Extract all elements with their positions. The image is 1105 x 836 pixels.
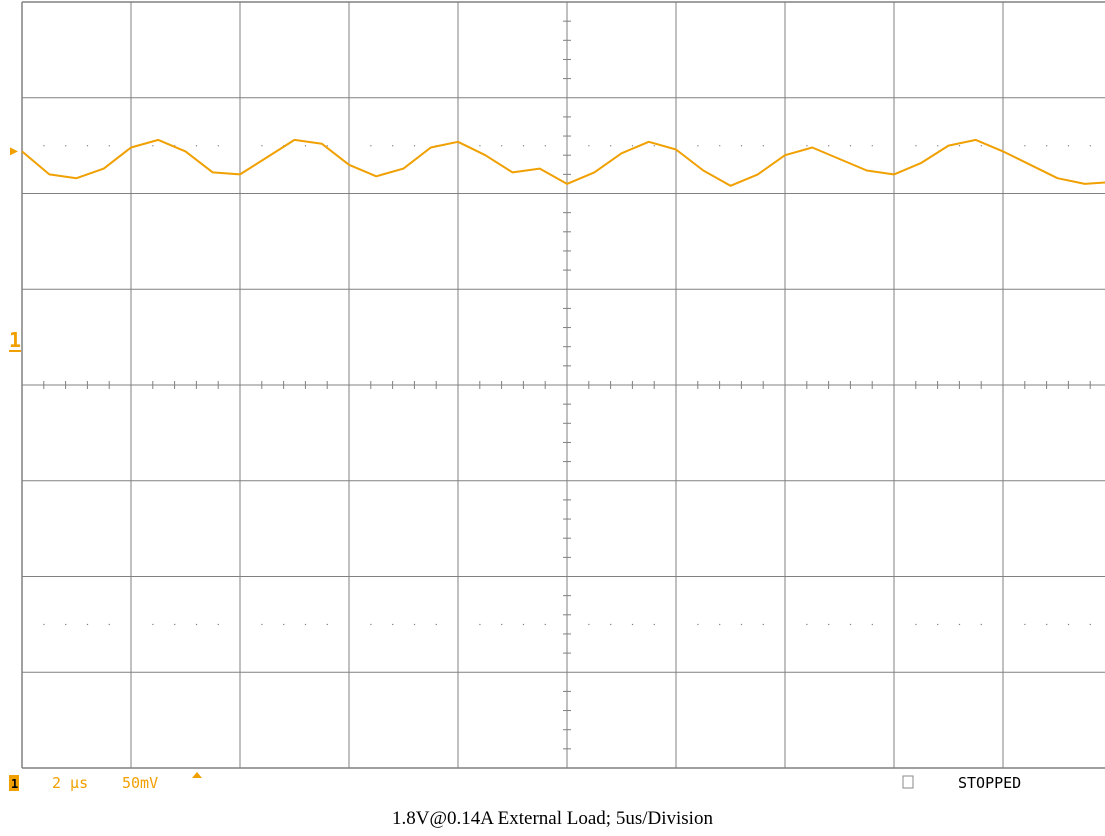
grid-dot	[653, 145, 655, 147]
grid-dot	[65, 623, 67, 626]
grid-dot	[828, 623, 830, 626]
grid-dot	[1067, 623, 1070, 626]
grid-dot	[871, 623, 873, 626]
grid-dot	[588, 623, 590, 626]
grid-dot	[980, 145, 982, 147]
grid-dot	[631, 145, 634, 147]
grid-dot	[65, 145, 67, 147]
figure-caption: 1.8V@0.14A External Load; 5us/Division	[392, 808, 713, 829]
grid-dot	[392, 145, 394, 147]
volts-per-div-readout: 50mV	[122, 774, 158, 792]
grid-dot	[588, 145, 590, 147]
grid-dot	[501, 145, 503, 147]
grid-dot	[435, 623, 437, 626]
grid-dot	[719, 623, 721, 626]
grid-dot	[697, 145, 699, 147]
grid-dot	[283, 623, 285, 626]
grid-dot	[719, 145, 721, 147]
grid-dot	[806, 623, 808, 626]
grid-dot	[740, 145, 743, 147]
grid-dot	[849, 623, 852, 626]
grid-dot	[915, 145, 917, 147]
grid-dot	[1089, 623, 1091, 626]
grid-dot	[217, 623, 219, 626]
grid-dot	[522, 623, 525, 626]
grid-dot	[1089, 145, 1091, 147]
grid-dot	[108, 145, 110, 147]
grid-dot	[43, 623, 45, 626]
grid-dot	[958, 145, 961, 147]
grid-dot	[174, 623, 176, 626]
grid-dot	[261, 145, 263, 147]
grid-dot	[806, 145, 808, 147]
channel-badge-label: 1	[11, 777, 18, 791]
trace-layer	[21, 138, 1105, 187]
grid-dot	[958, 623, 961, 626]
grid-dot	[174, 145, 176, 147]
timebase-readout: 2 μs	[52, 774, 88, 792]
grid-dot	[86, 145, 89, 147]
grid-dot	[86, 623, 89, 626]
grid-dot	[392, 623, 394, 626]
grid-dot	[1024, 145, 1026, 147]
grid-dot	[326, 145, 328, 147]
grid-dot	[762, 623, 764, 626]
grid-dot	[1024, 623, 1026, 626]
grid-dot	[413, 623, 416, 626]
grid-dot	[217, 145, 219, 147]
grid-dot	[828, 145, 830, 147]
grid-dot	[152, 623, 154, 626]
run-state-label: STOPPED	[958, 774, 1021, 792]
grid-dot	[980, 623, 982, 626]
marker-layer: 1	[9, 147, 21, 352]
grid-dot	[937, 623, 939, 626]
grid-dot	[195, 145, 198, 147]
status-bar: 1 2 μs 50mV STOPPED	[9, 772, 1021, 792]
grid-dot	[152, 145, 154, 147]
grid-dot	[610, 623, 612, 626]
grid-dot	[849, 145, 852, 147]
grid-dot	[915, 623, 917, 626]
grid-dot	[370, 145, 372, 147]
run-indicator-box	[902, 775, 914, 789]
grid-dot	[326, 623, 328, 626]
grid-dot	[304, 145, 307, 147]
grid-dot	[762, 145, 764, 147]
channel-badge	[9, 775, 19, 791]
grid-dot	[697, 623, 699, 626]
grid-dot	[610, 145, 612, 147]
grid-dot	[108, 623, 110, 626]
grid-dot	[631, 623, 634, 626]
trigger-level-marker	[10, 147, 18, 156]
grid-dot	[304, 623, 307, 626]
trigger-position-marker	[192, 772, 202, 778]
grid-dot	[1046, 623, 1048, 626]
grid-dot	[195, 623, 198, 626]
grid-dot	[501, 623, 503, 626]
grid-dot	[522, 145, 525, 147]
grid-dot	[653, 623, 655, 626]
grid-dot	[479, 145, 481, 147]
grid-dot	[43, 145, 45, 147]
grid-dot	[479, 623, 481, 626]
grid-dot	[544, 623, 546, 626]
channel-ground-label: 1	[9, 328, 21, 352]
grid-dot	[413, 145, 416, 147]
grid-dot	[740, 623, 743, 626]
grid-dot	[871, 145, 873, 147]
grid-dot	[1046, 145, 1048, 147]
grid-dot	[937, 145, 939, 147]
signal-trace	[21, 138, 1105, 187]
grid-dot	[370, 623, 372, 626]
grid-dot	[261, 623, 263, 626]
graticule	[21, 1, 1105, 769]
grid-dot	[544, 145, 546, 147]
grid-dot	[1067, 145, 1070, 147]
